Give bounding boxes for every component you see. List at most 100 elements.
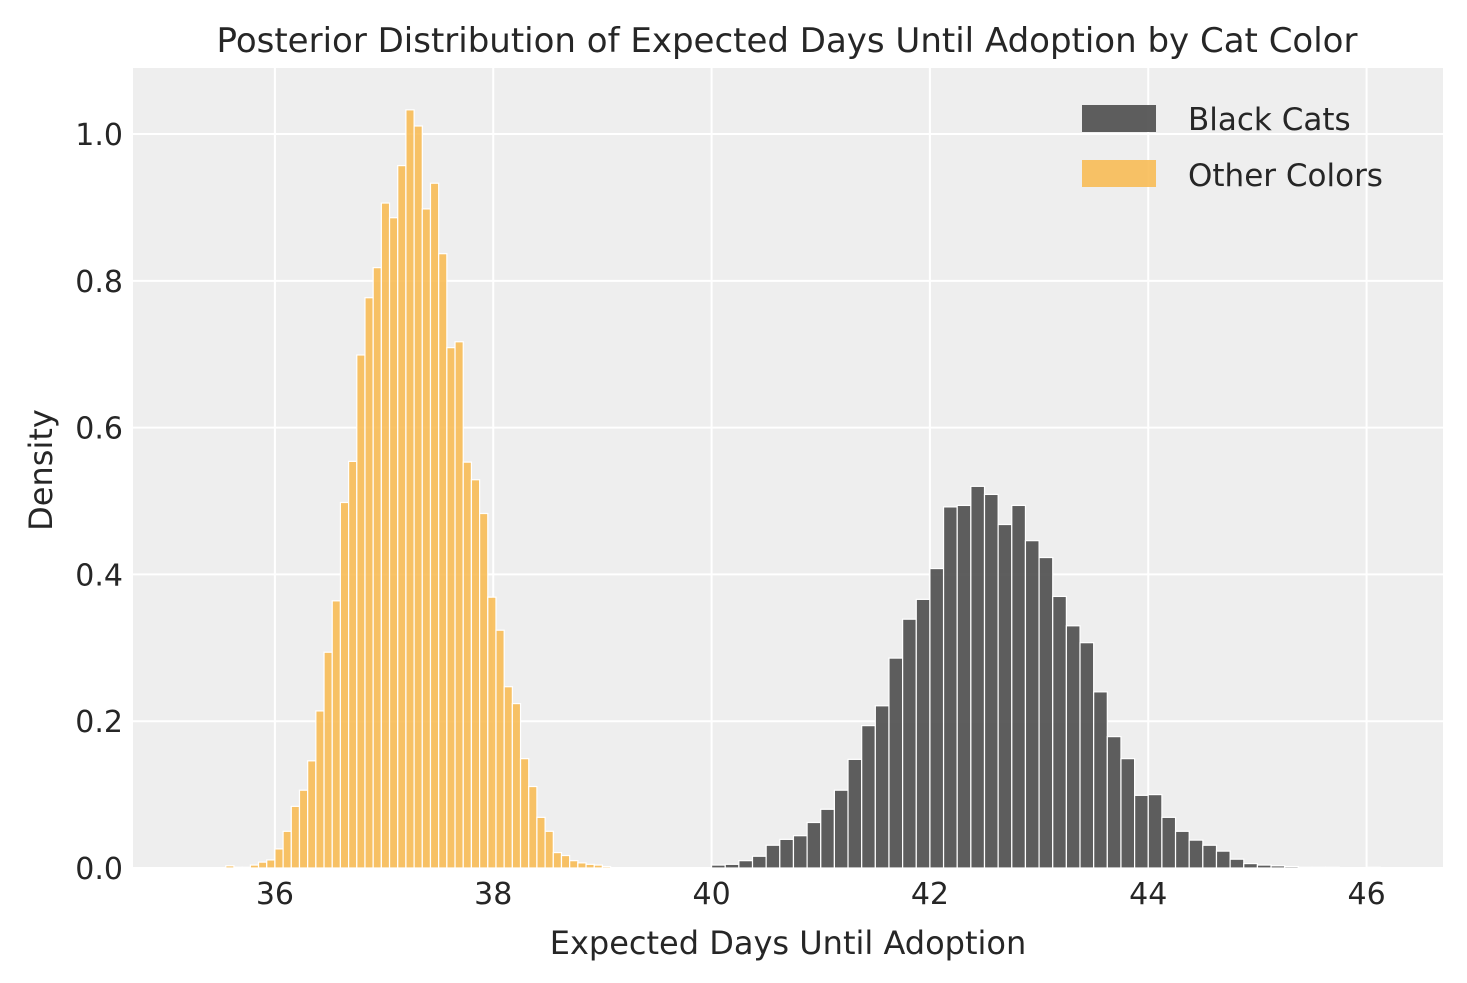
black-cats-bar [970, 485, 986, 869]
black-cats-bar [997, 523, 1013, 869]
other-colors-bar [429, 182, 440, 869]
black-cats-bar [1229, 858, 1245, 869]
black-cats-bar [806, 821, 822, 869]
other-colors-bar [266, 859, 276, 869]
black-cats-bar [724, 863, 740, 869]
y-tick-label: 0.6 [75, 412, 123, 447]
black-cats-bar [1215, 850, 1231, 869]
other-colors-bar [241, 866, 251, 869]
other-colors-bar [307, 760, 317, 869]
other-colors-bar [233, 866, 243, 869]
other-colors-bar [544, 830, 554, 869]
x-tick-label: 44 [1129, 877, 1167, 912]
black-cats-bar [738, 860, 754, 869]
other-colors-bar [257, 861, 268, 869]
black-cats-bar [792, 835, 808, 869]
black-cats-bar [1325, 866, 1340, 869]
black-cats-bar [833, 789, 849, 869]
other-colors-bar [323, 651, 333, 869]
black-cats-bar [1311, 866, 1327, 869]
other-colors-bar [380, 202, 391, 869]
black-cats-bar [983, 493, 999, 869]
black-cats-bar [1052, 595, 1067, 869]
legend-swatch-black-cats [1082, 105, 1156, 132]
other-colors-bar [356, 354, 366, 869]
other-colors-bar [339, 501, 350, 869]
legend-swatch-other-colors [1082, 160, 1156, 187]
other-colors-bar [331, 600, 342, 869]
black-cats-bar [1174, 830, 1190, 869]
black-cats-bar [1256, 864, 1272, 869]
other-colors-bar [282, 830, 292, 869]
y-tick-label: 0.2 [75, 705, 123, 740]
black-cats-bar [1093, 691, 1108, 869]
other-colors-bar [446, 347, 456, 869]
black-cats-bar [820, 808, 835, 869]
other-colors-bar [528, 785, 538, 869]
black-cats-bar [1079, 642, 1095, 869]
x-tick-label: 46 [1347, 877, 1385, 912]
black-cats-bar [779, 838, 795, 869]
other-colors-bar [454, 341, 464, 869]
black-cats-bar [874, 705, 890, 869]
other-colors-bar [413, 125, 423, 869]
other-colors-bar [577, 862, 587, 869]
other-colors-bar [503, 686, 513, 869]
other-colors-bar [388, 217, 399, 869]
other-colors-bar [364, 297, 374, 869]
black-cats-bar [1038, 556, 1054, 869]
black-cats-bar [1365, 866, 1381, 869]
black-cats-bar [1188, 839, 1204, 869]
black-cats-bar [888, 657, 904, 869]
other-colors-bar [552, 851, 563, 869]
black-cats-bar [1243, 862, 1259, 869]
legend: Black Cats Other Colors [1082, 102, 1383, 194]
x-tick-label: 42 [911, 877, 949, 912]
other-colors-bar [290, 805, 301, 869]
black-cats-bar [1134, 794, 1149, 869]
other-colors-bar [405, 109, 415, 869]
black-cats-bar [861, 725, 876, 869]
x-axis-label: Expected Days Until Adoption [550, 924, 1027, 962]
black-cats-bar [1065, 625, 1081, 869]
black-cats-bar [765, 844, 781, 869]
black-cats-bar [1120, 758, 1136, 869]
other-colors-bar [560, 854, 571, 869]
other-colors-bar [225, 865, 235, 869]
black-cats-bar [1024, 540, 1040, 869]
black-cats-bar [751, 855, 767, 869]
series-other-colors [225, 109, 612, 869]
other-colors-bar [274, 848, 284, 869]
other-colors-bar [315, 710, 325, 869]
other-colors-bar [593, 864, 604, 869]
other-colors-bar [470, 479, 481, 869]
other-colors-bar [536, 816, 546, 869]
legend-label-black-cats: Black Cats [1188, 102, 1351, 138]
other-colors-bar [569, 860, 579, 869]
other-colors-bar [298, 789, 309, 869]
series-black-cats [710, 485, 1381, 869]
tick-labels: 36 38 40 42 44 46 0.0 0.2 0.4 0.6 0.8 1.0 [75, 118, 1385, 912]
other-colors-bar [348, 460, 358, 869]
black-cats-bar [929, 567, 945, 869]
black-cats-bar [847, 758, 863, 869]
x-tick-label: 40 [692, 877, 730, 912]
other-colors-bar [511, 702, 522, 869]
other-colors-bar [519, 758, 530, 869]
other-colors-bar [601, 865, 612, 869]
y-tick-label: 0.8 [75, 265, 123, 300]
y-tick-label: 0.4 [75, 558, 123, 593]
other-colors-bar [479, 512, 489, 869]
other-colors-bar [249, 864, 260, 869]
black-cats-bar [1147, 794, 1163, 869]
other-colors-bar [585, 863, 595, 869]
x-tick-label: 38 [474, 877, 512, 912]
black-cats-bar [710, 864, 726, 869]
other-colors-bar [421, 208, 432, 869]
x-tick-label: 36 [256, 877, 294, 912]
y-axis-label: Density [22, 409, 60, 531]
other-colors-bar [495, 629, 505, 869]
other-colors-bar [372, 267, 382, 869]
black-cats-bar [902, 618, 917, 869]
